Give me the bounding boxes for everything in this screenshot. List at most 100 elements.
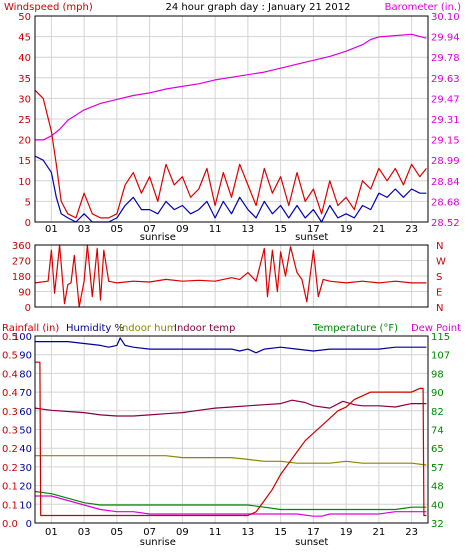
climate-panel-x-tick-label: 17 <box>307 527 320 538</box>
barometer-y-tick-label: 29.78 <box>431 53 460 64</box>
humidity-legend: Humidity % <box>66 323 124 334</box>
rainfall-y-tick-label: 0.1 <box>2 482 18 493</box>
climate-panel-x-tick-label: 11 <box>209 527 222 538</box>
wind-panel-x-tick-label: 01 <box>45 224 58 235</box>
climate-panel-x-tick-label: 21 <box>373 527 386 538</box>
temperature-y-tick-label: 48 <box>431 482 444 493</box>
compass-tick-label: E <box>436 288 442 299</box>
wind-panel-x-tick-label: 05 <box>111 224 124 235</box>
direction-y-tick-label: 360 <box>12 241 31 252</box>
windspeed-y-tick-label: 10 <box>18 177 31 188</box>
climate-panel-x-tick-label: 13 <box>242 527 255 538</box>
humidity-y-tick-label: 30 <box>19 463 32 474</box>
climate-panel-border <box>34 335 429 524</box>
rainfall-y-tick-label: 0.5 <box>2 351 18 362</box>
humidity-y-tick-label: 70 <box>19 388 32 399</box>
climate-panel-x-tick-label: 07 <box>143 527 156 538</box>
rainfall-y-tick-label: 0.1 <box>2 500 18 511</box>
temperature-y-tick-label: 32 <box>431 519 444 530</box>
barometer-axis-title: Barometer (in.) <box>385 2 461 13</box>
barometer-y-tick-label: 28.52 <box>431 218 460 229</box>
windspeed-y-tick-label: 50 <box>18 12 31 23</box>
compass-tick-label: W <box>436 257 446 268</box>
indoor-temp-legend: Indoor temp <box>174 323 235 334</box>
rainfall-y-tick-label: 0.4 <box>2 388 18 399</box>
temperature-legend: Temperature (°F) <box>312 323 398 334</box>
temperature-y-tick-label: 40 <box>431 500 444 511</box>
windspeed-y-tick-label: 35 <box>18 74 31 85</box>
temperature-y-tick-label: 65 <box>431 444 444 455</box>
windspeed-axis-title: Windspeed (mph) <box>4 2 93 13</box>
wind-panel-border <box>34 15 429 223</box>
climate-panel-x-tick-label: 15 <box>274 527 287 538</box>
climate-panel-sunrise-label: sunrise <box>140 537 176 548</box>
wind-panel-x-tick-label: 17 <box>307 224 320 235</box>
windspeed-y-tick-label: 5 <box>25 197 31 208</box>
climate-panel-x-tick-label: 09 <box>176 527 189 538</box>
wind-panel-x-tick-label: 19 <box>340 224 353 235</box>
compass-tick-label: N <box>436 303 443 314</box>
windspeed-y-tick-label: 0 <box>25 218 31 229</box>
barometer-y-tick-label: 28.99 <box>431 156 460 167</box>
temperature-y-tick-label: 115 <box>431 332 450 343</box>
humidity-y-tick-label: 20 <box>19 482 32 493</box>
climate-panel-x-tick-label: 23 <box>405 527 418 538</box>
rainfall-y-tick-label: 0.2 <box>2 463 18 474</box>
barometer-y-tick-label: 29.15 <box>431 136 460 147</box>
direction-panel-border <box>34 244 429 308</box>
barometer-y-tick-label: 30.10 <box>431 12 460 23</box>
rainfall-line <box>35 361 427 517</box>
barometer-y-tick-label: 29.31 <box>431 115 460 126</box>
windspeed-y-tick-label: 15 <box>18 156 31 167</box>
temperature-y-tick-label: 57 <box>431 463 444 474</box>
direction-y-tick-label: 180 <box>12 272 31 283</box>
barometer-y-tick-label: 29.63 <box>431 74 460 85</box>
indoor-hum-line <box>35 455 427 466</box>
compass-tick-label: S <box>436 272 442 283</box>
rainfall-y-tick-label: 0.2 <box>2 444 18 455</box>
wind-panel-x-tick-label: 09 <box>176 224 189 235</box>
humidity-y-tick-label: 0 <box>26 519 32 530</box>
rain-humidity-temperature-panel: 01020304050607080901000.00.10.10.20.20.3… <box>2 332 450 548</box>
rainfall-y-tick-label: 0.5 <box>2 332 18 343</box>
wind-panel-x-tick-label: 15 <box>274 224 287 235</box>
rainfall-y-tick-label: 0.3 <box>2 426 18 437</box>
indoor-hum-legend: Indoor hum <box>119 323 177 334</box>
barometer-line <box>35 33 427 141</box>
climate-panel-x-tick-label: 01 <box>45 527 58 538</box>
temperature-line <box>34 490 427 511</box>
humidity-y-tick-label: 50 <box>19 426 32 437</box>
climate-panel-x-tick-label: 03 <box>78 527 91 538</box>
humidity-y-tick-label: 10 <box>19 500 32 511</box>
direction-y-tick-label: 90 <box>18 288 31 299</box>
windspeed-y-tick-label: 40 <box>18 53 31 64</box>
wind-direction-line <box>34 244 427 308</box>
climate-panel-x-tick-label: 05 <box>111 527 124 538</box>
windspeed-y-tick-label: 25 <box>18 115 31 126</box>
wind-panel-sunset-label: sunset <box>295 232 328 243</box>
compass-tick-label: N <box>436 241 443 252</box>
rainfall-y-tick-label: 0.0 <box>2 519 18 530</box>
humidity-y-tick-label: 90 <box>19 351 32 362</box>
wind-panel-x-tick-label: 03 <box>78 224 91 235</box>
wind-panel-x-tick-label: 13 <box>242 224 255 235</box>
temperature-y-tick-label: 107 <box>431 351 450 362</box>
humidity-y-tick-label: 60 <box>19 407 32 418</box>
temperature-y-tick-label: 98 <box>431 369 444 380</box>
humidity-y-tick-label: 80 <box>19 369 32 380</box>
humidity-y-tick-label: 100 <box>13 332 32 343</box>
wind-panel-x-tick-label: 21 <box>373 224 386 235</box>
direction-y-tick-label: 270 <box>12 257 31 268</box>
wind-panel-x-tick-label: 23 <box>405 224 418 235</box>
wind-barometer-panel: 0510152025303540455028.5228.6828.8428.99… <box>18 12 459 243</box>
direction-y-tick-label: 0 <box>25 303 31 314</box>
temperature-y-tick-label: 82 <box>431 407 444 418</box>
barometer-y-tick-label: 29.47 <box>431 94 460 105</box>
windspeed-y-tick-label: 45 <box>18 33 31 44</box>
rainfall-y-tick-label: 0.4 <box>2 369 18 380</box>
wind-panel-x-tick-label: 11 <box>209 224 222 235</box>
temperature-y-tick-label: 74 <box>431 426 444 437</box>
